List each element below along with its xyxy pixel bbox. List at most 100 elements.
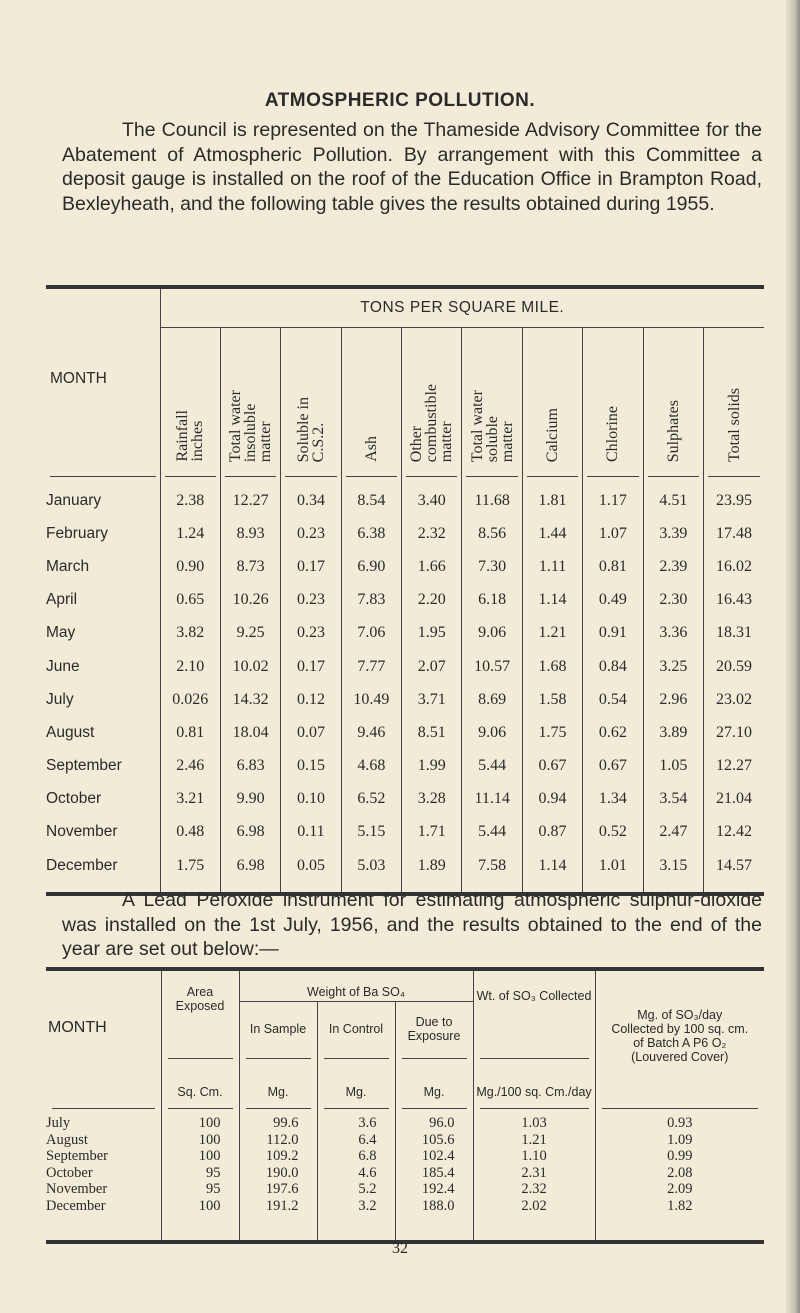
value-cell: 3.21 xyxy=(159,782,221,816)
value-cell: 0.87 xyxy=(521,815,583,850)
value-cell: 23.02 xyxy=(703,683,764,717)
value-cell: 6.98 xyxy=(219,815,281,850)
month-cell: October xyxy=(46,1164,93,1181)
value-cell: 1.21 xyxy=(472,1131,595,1148)
value-cell: 1.24 xyxy=(159,517,221,551)
value-cell: 4.6 xyxy=(316,1164,395,1181)
table-row: December 1.75 6.98 0.05 5.03 1.89 7.58 1.14 1.01… xyxy=(46,849,764,883)
unit-mg-per-100sqcm-day: Mg./100 sq. Cm./day xyxy=(472,1061,595,1101)
value-cell: 1.07 xyxy=(582,517,644,551)
value-cell: 197.6 xyxy=(238,1181,317,1198)
value-cell: 23.95 xyxy=(703,484,764,518)
value-cell: 0.67 xyxy=(521,749,583,783)
value-cell: 1.81 xyxy=(521,484,583,518)
month-cell: September xyxy=(46,1148,109,1164)
table-row: September 2.46 6.83 0.15 4.68 1.99 5.44 0.67 0.6… xyxy=(46,749,764,783)
page-number: 32 xyxy=(392,1240,408,1257)
table-row: August 100 112.0 6.4 105.6 1.21 1.09 xyxy=(46,1131,764,1148)
value-cell: 16.02 xyxy=(703,550,764,584)
value-cell: 3.89 xyxy=(642,716,704,750)
table-row: December 100 191.2 3.2 188.0 2.02 1.82 xyxy=(46,1197,764,1214)
value-cell: 1.03 xyxy=(472,1115,595,1132)
value-cell: 5.2 xyxy=(316,1181,395,1198)
value-cell: 2.32 xyxy=(472,1181,595,1198)
column-header: Total solids xyxy=(703,327,764,468)
value-cell: 190.0 xyxy=(238,1164,317,1181)
wt-so3-header: Wt. of SO₃ Collected xyxy=(472,969,595,1056)
value-cell: 2.96 xyxy=(642,683,704,717)
value-cell: 12.27 xyxy=(703,749,764,783)
value-cell: 1.71 xyxy=(401,815,462,850)
value-cell: 10.57 xyxy=(461,649,523,684)
column-header: Chlorine xyxy=(582,327,644,468)
month-cell: August xyxy=(46,1131,88,1148)
value-cell: 2.09 xyxy=(594,1181,764,1198)
value-cell: 1.68 xyxy=(521,649,583,684)
table-row: November 95 197.6 5.2 192.4 2.32 2.09 xyxy=(46,1181,764,1198)
value-cell: 0.48 xyxy=(159,815,221,850)
column-header: Total water insoluble matter xyxy=(219,327,281,468)
value-cell: 1.11 xyxy=(521,550,583,584)
table-row: January 2.38 12.27 0.34 8.54 3.40 11.68 1.81 1.1… xyxy=(46,484,764,518)
value-cell: 3.36 xyxy=(642,616,704,650)
value-cell: 10.02 xyxy=(219,649,281,684)
value-cell: 2.32 xyxy=(401,517,462,551)
value-cell: 1.05 xyxy=(642,749,704,783)
value-cell: 3.25 xyxy=(642,649,704,684)
value-cell: 5.15 xyxy=(340,815,402,850)
weight-baso4-header: Weight of Ba SO₄ xyxy=(238,969,473,1002)
value-cell: 2.07 xyxy=(401,649,462,684)
value-cell: 4.51 xyxy=(642,484,704,518)
table-row: February 1.24 8.93 0.23 6.38 2.32 8.56 1.44 1.07… xyxy=(46,517,764,551)
value-cell: 3.71 xyxy=(401,683,462,717)
value-cell: 5.44 xyxy=(461,749,523,783)
value-cell: 2.30 xyxy=(642,583,704,617)
value-cell: 1.44 xyxy=(521,517,583,551)
value-cell: 0.23 xyxy=(280,616,342,650)
value-cell: 7.06 xyxy=(340,616,402,650)
unit-sq-cm: Sq. Cm. xyxy=(160,1061,239,1101)
value-cell: 1.34 xyxy=(582,782,644,816)
value-cell: 10.49 xyxy=(340,683,402,717)
value-cell: 7.83 xyxy=(340,583,402,617)
value-cell: 9.06 xyxy=(461,716,523,750)
value-cell: 95 xyxy=(160,1181,239,1198)
value-cell: 6.83 xyxy=(219,749,281,783)
value-cell: 8.69 xyxy=(461,683,523,717)
value-cell: 11.68 xyxy=(461,484,523,518)
value-cell: 16.43 xyxy=(703,583,764,617)
value-cell: 8.54 xyxy=(340,484,402,518)
value-cell: 0.90 xyxy=(159,550,221,584)
month-cell: August xyxy=(46,723,95,741)
value-cell: 5.44 xyxy=(461,815,523,850)
value-cell: 2.02 xyxy=(472,1197,595,1214)
value-cell: 5.03 xyxy=(340,849,402,883)
column-header-label: Ash xyxy=(362,436,380,462)
value-cell: 105.6 xyxy=(394,1131,473,1148)
month-cell: July xyxy=(46,1115,71,1131)
value-cell: 14.32 xyxy=(219,683,281,717)
value-cell: 100 xyxy=(160,1131,239,1148)
value-cell: 1.66 xyxy=(401,550,462,584)
value-cell: 1.75 xyxy=(159,849,221,883)
value-cell: 3.82 xyxy=(159,616,221,650)
value-cell: 27.10 xyxy=(703,716,764,750)
month-cell: February xyxy=(46,524,109,542)
value-cell: 1.99 xyxy=(401,749,462,783)
column-header-label: Sulphates xyxy=(664,399,682,462)
value-cell: 0.54 xyxy=(582,683,644,717)
value-cell: 1.01 xyxy=(582,849,644,883)
value-cell: 6.4 xyxy=(316,1131,395,1148)
month-header: MONTH xyxy=(50,369,107,387)
value-cell: 6.38 xyxy=(340,517,402,551)
value-cell: 1.14 xyxy=(521,849,583,883)
value-cell: 9.06 xyxy=(461,616,523,650)
column-header-label: Total solids xyxy=(725,388,743,462)
area-exposed-header: Area Exposed xyxy=(160,969,239,1056)
value-cell: 0.62 xyxy=(582,716,644,750)
value-cell: 0.49 xyxy=(582,583,644,617)
table-row: March 0.90 8.73 0.17 6.90 1.66 7.30 1.11 0.81 2.3… xyxy=(46,550,764,584)
value-cell: 0.84 xyxy=(582,649,644,684)
value-cell: 2.46 xyxy=(159,749,221,783)
column-header-label: Soluble in C.S.2. xyxy=(294,396,327,462)
